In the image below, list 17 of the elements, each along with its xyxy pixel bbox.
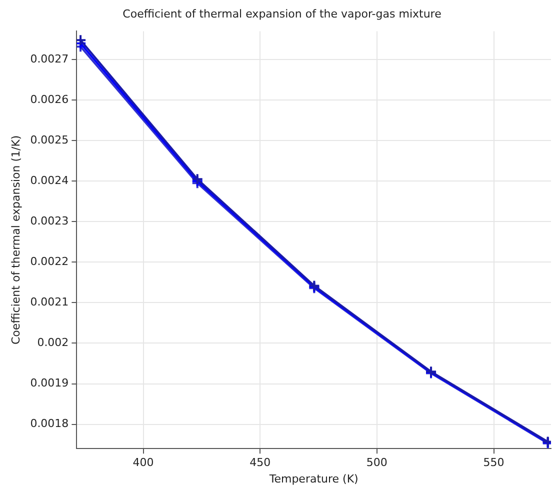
y-tick-label: 0.0021: [30, 296, 69, 309]
y-tick-label: 0.0027: [30, 52, 69, 66]
y-tick-label: 0.0023: [30, 214, 69, 228]
y-tick-label: 0.0025: [30, 133, 69, 146]
y-tick-label: 0.0026: [30, 92, 69, 106]
x-axis-title: Temperature (K): [268, 472, 358, 486]
chart-title: Coefficient of thermal expansion of the vapor-gas mixture: [122, 7, 442, 20]
x-tick-label: 450: [250, 456, 271, 470]
y-tick-label: 0.0024: [30, 174, 69, 187]
y-tick-label: 0.0019: [30, 376, 69, 390]
y-tick-label: 0.0022: [30, 255, 69, 268]
x-tick-label: 400: [132, 456, 154, 470]
y-tick-label: 0.002: [37, 336, 69, 350]
y-tick-label: 0.0018: [30, 417, 69, 430]
x-tick-label: 550: [483, 456, 504, 470]
x-tick-label: 500: [366, 456, 388, 470]
y-axis-title: Coefficient of thermal expansion (1/K): [9, 135, 22, 345]
